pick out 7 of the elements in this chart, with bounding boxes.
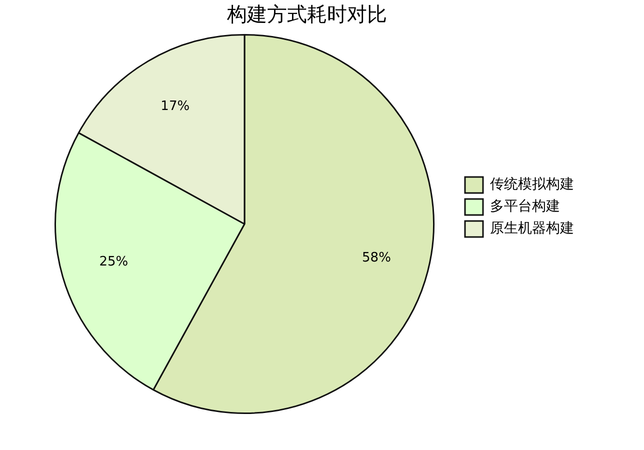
data-label: 17% bbox=[160, 99, 190, 114]
legend-label: 多平台构建 bbox=[490, 198, 560, 215]
data-label: 25% bbox=[99, 254, 128, 270]
legend-label: 传统模拟构建 bbox=[490, 176, 574, 193]
chart-title: 构建方式耗时对比 bbox=[226, 2, 387, 26]
data-label: 58% bbox=[362, 250, 391, 266]
legend-label: 原生机器构建 bbox=[490, 220, 574, 237]
